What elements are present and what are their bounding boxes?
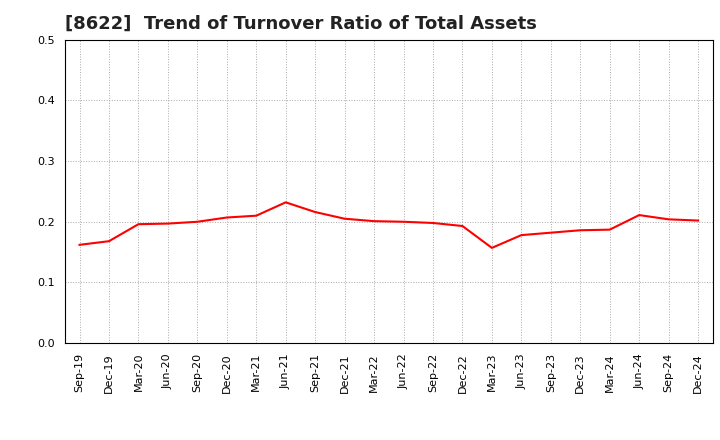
Text: [8622]  Trend of Turnover Ratio of Total Assets: [8622] Trend of Turnover Ratio of Total …: [65, 15, 536, 33]
